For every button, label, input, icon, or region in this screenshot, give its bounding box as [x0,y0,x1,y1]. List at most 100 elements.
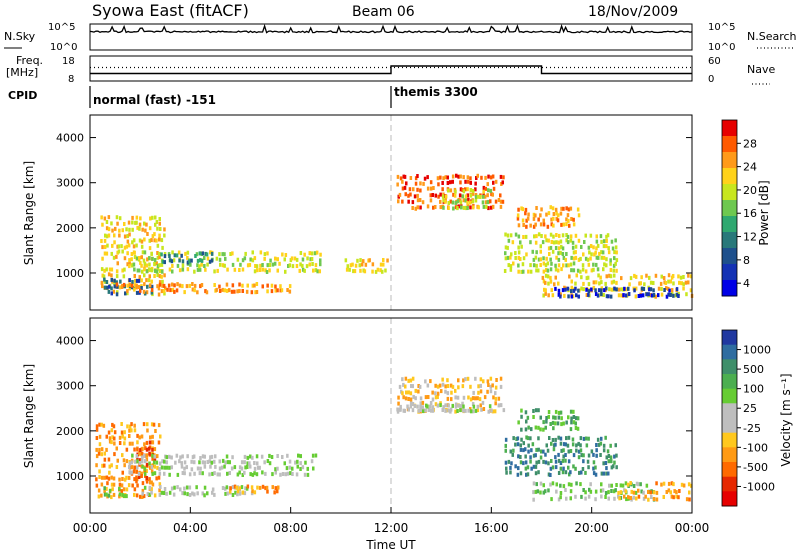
velocity-cell [157,475,161,480]
velocity-cell [531,442,535,447]
power-cell [401,186,405,191]
velocity-cell [602,461,605,466]
power-cell [312,268,315,273]
power-cell [148,274,152,279]
velocity-cell [539,427,542,432]
velocity-cell [144,459,147,464]
power-cell [504,256,508,261]
power-cell [600,292,603,297]
power-cell [160,238,164,243]
velocity-cell [294,460,297,465]
velocity-cell [112,476,116,481]
velocity-cell [211,487,215,492]
power-cell [560,206,563,211]
power-cell [480,175,483,180]
velocity-cell [494,401,497,406]
nave-tick-bottom: 0 [708,74,714,85]
velocity-cell [476,408,480,413]
velocity-cell [544,489,547,494]
power-cell [519,257,522,261]
velocity-cell [258,465,261,470]
velocity-cell [532,490,535,495]
power-cell [572,261,576,266]
velocity-cell [120,489,124,494]
power-cell [253,283,256,288]
velocity-cell [545,416,548,420]
velocity-cell [201,471,204,476]
velocity-cell [440,389,443,394]
velocity-cell [165,491,168,496]
velocity-cell [105,475,109,480]
velocity-colorbar-tick-label: 25 [743,402,757,415]
velocity-cell [125,475,128,480]
velocity-cell [238,491,242,496]
velocity-cell [150,422,154,427]
power-cell [190,258,193,263]
power-cell [682,282,685,287]
power-cell [542,256,545,261]
velocity-cell [539,455,543,460]
velocity-cell [524,454,527,459]
power-cell [532,263,536,268]
power-cell [130,283,134,288]
velocity-cell [604,491,608,495]
power-cell [522,256,526,261]
velocity-cell [419,404,422,409]
power-cell [399,176,403,181]
velocity-cell [118,482,122,487]
velocity-cell [461,401,464,406]
velocity-cell [418,384,422,389]
velocity-cell [301,465,305,470]
power-cell [544,280,547,285]
velocity-cell [459,408,462,413]
power-colorbar-swatch [722,120,737,137]
velocity-cell [158,492,162,497]
power-cell [662,276,666,280]
power-cell [315,250,319,255]
velocity-cell [478,397,482,402]
velocity-cell [274,470,278,475]
power-cell [117,244,121,249]
velocity-cell [243,454,247,459]
power-cell [544,263,548,268]
velocity-cell [579,448,583,453]
power-cell [176,282,179,287]
velocity-cell [265,485,269,490]
power-cell [115,269,119,274]
power-cell [171,269,174,274]
power-cell [146,232,149,236]
freq-trace [90,65,692,75]
power-cell [169,258,172,263]
velocity-cell [491,409,495,414]
power-cell [105,251,109,256]
power-cell [102,274,106,279]
velocity-cell [537,470,540,475]
power-cell [238,282,241,287]
velocity-cell [494,396,498,401]
power-cell [685,292,688,297]
power-cell [598,281,601,286]
power-cell [288,284,292,289]
velocity-colorbar-swatch [722,330,737,346]
power-cell [359,258,362,263]
velocity-cell [108,488,112,493]
power-cell [171,287,175,292]
power-cell [284,253,288,257]
velocity-cell [289,471,292,476]
velocity-cell [499,384,503,389]
power-cell [156,255,160,260]
power-cell [559,294,562,299]
power-cell [587,289,591,294]
velocity-cell [284,472,288,477]
velocity-cell [535,447,538,452]
velocity-cell [256,465,260,470]
power-cell [671,274,675,278]
power-cell [660,292,664,297]
power-cell [484,175,487,180]
power-cell [396,174,400,179]
power-cell [363,269,367,274]
velocity-cell [439,403,442,408]
velocity-cell [505,470,508,475]
power-cell [608,287,611,292]
power-cell [587,292,590,297]
